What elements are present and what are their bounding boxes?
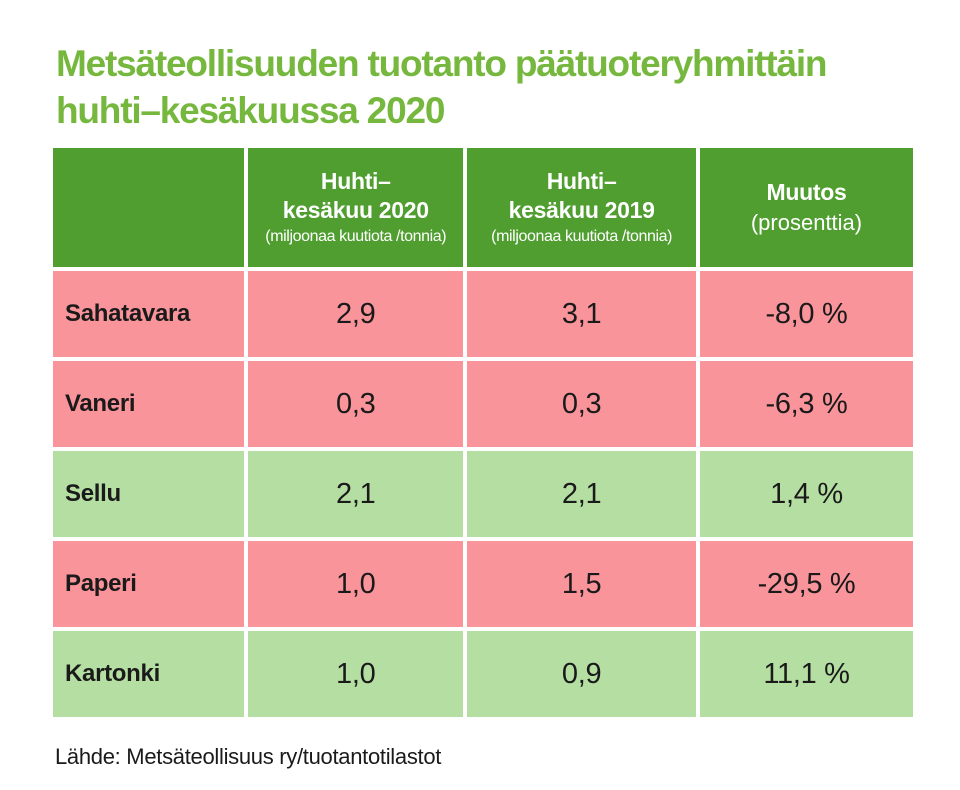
value-2020: 0,3 bbox=[248, 361, 464, 447]
row-label: Vaneri bbox=[53, 361, 245, 447]
column-header-change-line2: (prosenttia) bbox=[750, 209, 863, 235]
column-header-2020-unit: (miljoonaa kuutiota /tonnia) bbox=[265, 228, 447, 245]
column-header-empty bbox=[53, 148, 245, 267]
value-change: 1,4 % bbox=[700, 451, 913, 537]
value-2019: 3,1 bbox=[467, 271, 696, 357]
value-2020: 2,1 bbox=[248, 451, 464, 537]
value-change: 11,1 % bbox=[700, 631, 913, 717]
value-2020: 1,0 bbox=[248, 631, 464, 717]
source-note: Lähde: Metsäteollisuus ry/tuotantotilast… bbox=[55, 744, 442, 769]
value-2020: 1,0 bbox=[248, 541, 464, 627]
value-2019: 0,9 bbox=[467, 631, 696, 717]
column-header-2020: Huhti– kesäkuu 2020 (miljoonaa kuutiota … bbox=[248, 148, 464, 267]
column-header-2019: Huhti– kesäkuu 2019 (miljoonaa kuutiota … bbox=[467, 148, 696, 267]
column-header-2019-unit: (miljoonaa kuutiota /tonnia) bbox=[491, 228, 673, 245]
column-header-2020-line2: kesäkuu 2020 bbox=[282, 197, 429, 223]
page-title-line-1: Metsäteollisuuden tuotanto päätuoteryhmi… bbox=[56, 43, 828, 84]
value-change: -29,5 % bbox=[700, 541, 913, 627]
page-title: Metsäteollisuuden tuotanto päätuoteryhmi… bbox=[56, 40, 926, 134]
row-label: Sellu bbox=[53, 451, 245, 537]
row-label: Paperi bbox=[53, 541, 245, 627]
column-header-change-line1: Muutos bbox=[766, 178, 847, 205]
column-header-2019-line1: Huhti– bbox=[546, 168, 617, 194]
value-2019: 0,3 bbox=[467, 361, 696, 447]
value-2020: 2,9 bbox=[248, 271, 464, 357]
row-label: Sahatavara bbox=[53, 271, 245, 357]
value-2019: 1,5 bbox=[467, 541, 696, 627]
row-label: Kartonki bbox=[53, 631, 245, 717]
column-header-change: Muutos (prosenttia) bbox=[700, 148, 913, 267]
value-2019: 2,1 bbox=[467, 451, 696, 537]
column-header-2020-line1: Huhti– bbox=[320, 168, 391, 194]
value-change: -8,0 % bbox=[700, 271, 913, 357]
page-title-line-2: huhti–kesäkuussa 2020 bbox=[56, 90, 445, 131]
production-table: Huhti– kesäkuu 2020 (miljoonaa kuutiota … bbox=[53, 148, 913, 717]
value-change: -6,3 % bbox=[700, 361, 913, 447]
column-header-2019-line2: kesäkuu 2019 bbox=[508, 197, 655, 223]
